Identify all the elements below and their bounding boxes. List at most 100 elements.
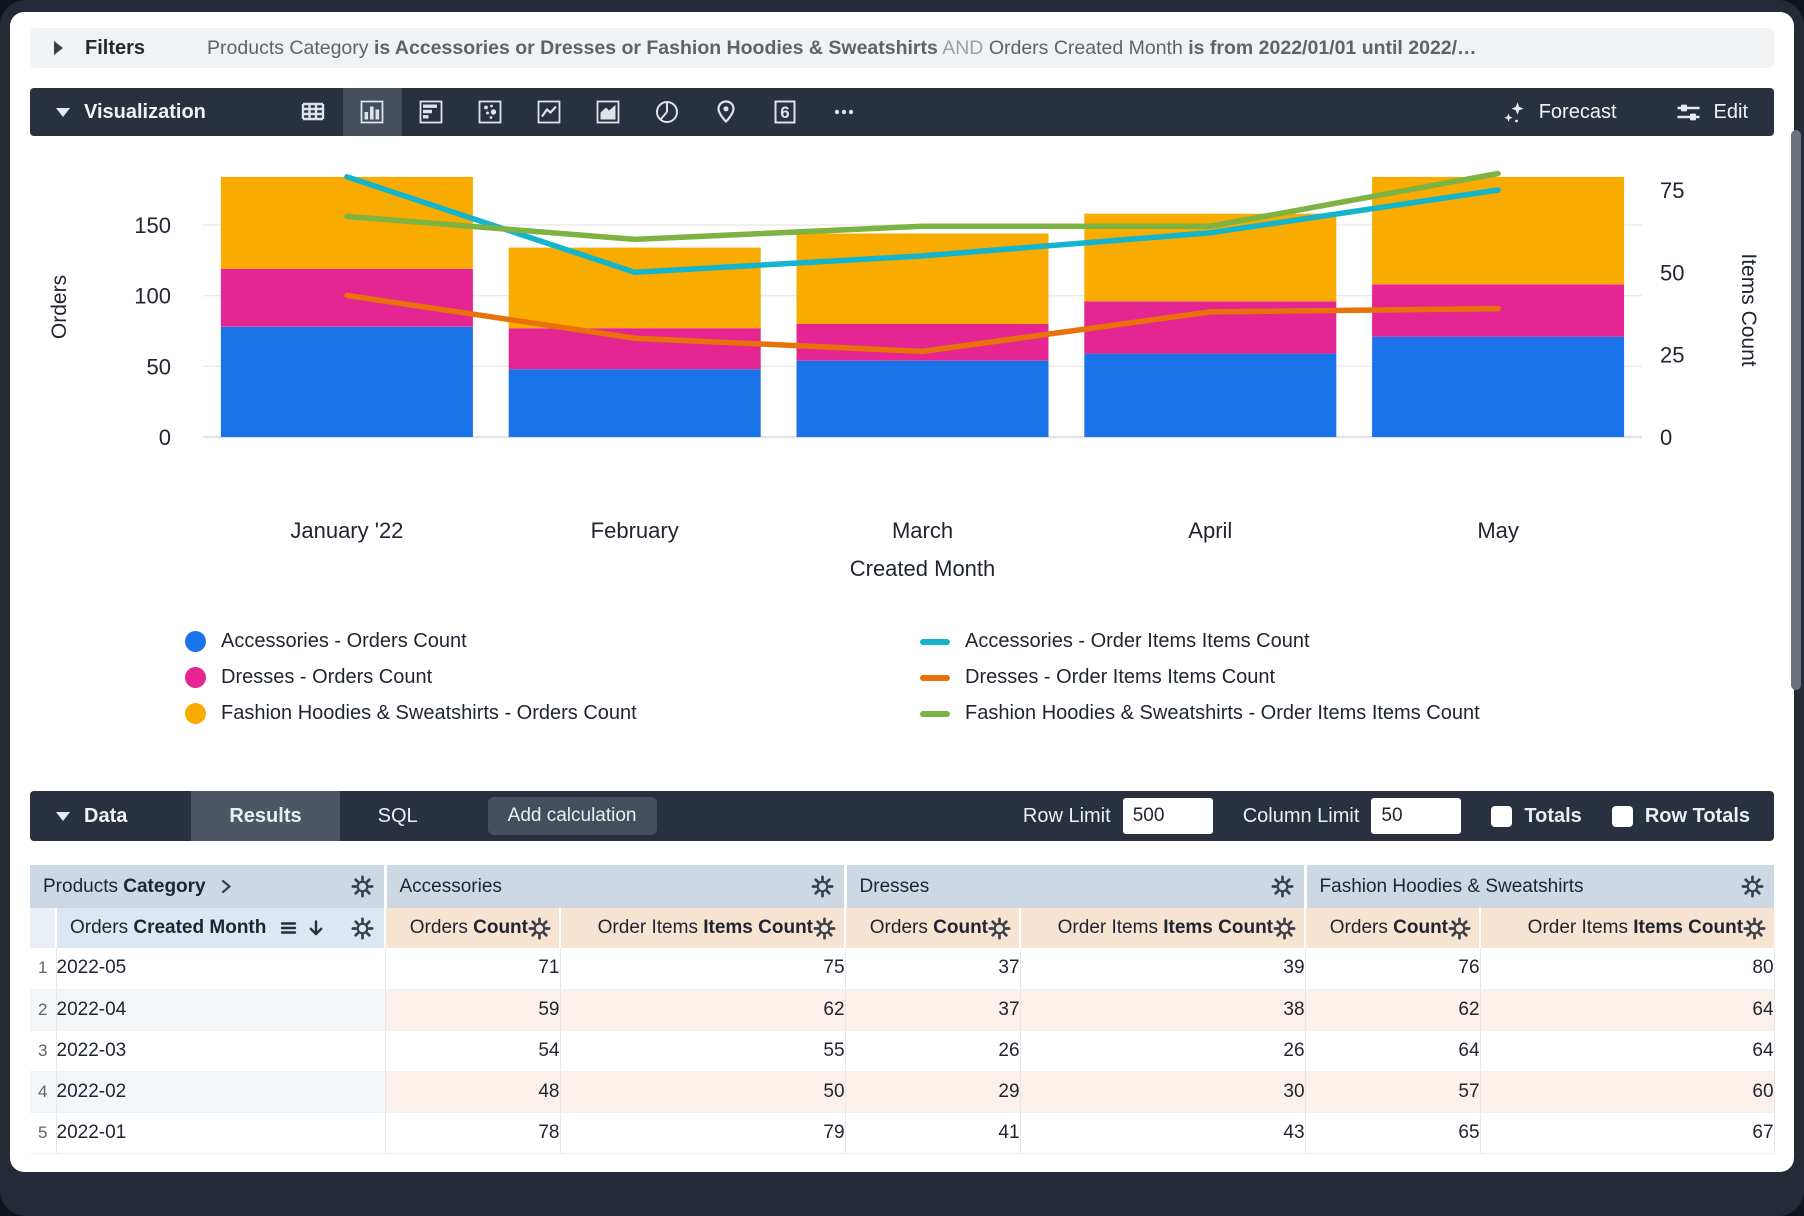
legend-item[interactable]: Accessories - Orders Count bbox=[185, 630, 920, 653]
gear-icon[interactable] bbox=[351, 917, 374, 940]
measure-cell[interactable]: 64 bbox=[1480, 1030, 1775, 1072]
measure-cell[interactable]: 43 bbox=[1020, 1112, 1306, 1154]
legend-item[interactable]: Dresses - Order Items Items Count bbox=[920, 666, 1480, 689]
measure-cell[interactable]: 80 bbox=[1480, 948, 1775, 990]
chart-type-more-button[interactable] bbox=[815, 88, 874, 136]
dimension-cell[interactable]: 2022-03 bbox=[56, 1030, 386, 1072]
line-series[interactable] bbox=[344, 292, 1501, 355]
measure-cell[interactable]: 54 bbox=[385, 1030, 561, 1072]
column-group[interactable]: Dresses bbox=[843, 865, 1306, 908]
measure-cell[interactable]: 67 bbox=[1480, 1112, 1775, 1154]
tab-sql[interactable]: SQL bbox=[377, 804, 418, 827]
measure-cell[interactable]: 75 bbox=[560, 948, 846, 990]
measure-cell[interactable]: 62 bbox=[560, 989, 846, 1031]
row-totals-toggle[interactable]: Row Totals bbox=[1611, 805, 1750, 828]
column-group-products-category[interactable]: Products Category bbox=[30, 865, 385, 908]
expand-filters-icon[interactable] bbox=[54, 41, 63, 55]
bar-segment[interactable] bbox=[508, 328, 761, 370]
column-header-measure[interactable]: Order Items Items Count bbox=[1479, 908, 1775, 948]
column-header-created-month[interactable]: Orders Created Month bbox=[55, 908, 385, 948]
measure-cell[interactable]: 37 bbox=[845, 948, 1021, 990]
measure-cell[interactable]: 29 bbox=[845, 1071, 1021, 1113]
chart-type-area-button[interactable] bbox=[579, 88, 638, 136]
dimension-cell[interactable]: 2022-02 bbox=[56, 1071, 386, 1113]
gear-icon[interactable] bbox=[1448, 917, 1471, 940]
column-header-measure[interactable]: Orders Count bbox=[384, 908, 560, 948]
measure-cell[interactable]: 76 bbox=[1305, 948, 1481, 990]
chart-type-line-button[interactable] bbox=[520, 88, 579, 136]
visualization-section-toggle[interactable]: Visualization bbox=[30, 101, 206, 124]
bar-segment[interactable] bbox=[1084, 353, 1337, 437]
measure-cell[interactable]: 60 bbox=[1480, 1071, 1775, 1113]
measure-cell[interactable]: 64 bbox=[1305, 1030, 1481, 1072]
measure-cell[interactable]: 78 bbox=[385, 1112, 561, 1154]
gear-icon[interactable] bbox=[1743, 917, 1766, 940]
legend-item[interactable]: Fashion Hoodies & Sweatshirts - Order It… bbox=[920, 702, 1480, 725]
tab-results[interactable]: Results bbox=[191, 791, 340, 841]
column-group[interactable]: Accessories bbox=[383, 865, 846, 908]
column-limit-input[interactable] bbox=[1371, 798, 1462, 834]
chart-type-scatter-button[interactable] bbox=[461, 88, 520, 136]
edit-button[interactable]: Edit bbox=[1675, 99, 1748, 126]
totals-checkbox[interactable] bbox=[1491, 805, 1513, 827]
totals-toggle[interactable]: Totals bbox=[1491, 805, 1582, 828]
vertical-scrollbar[interactable] bbox=[1791, 130, 1801, 690]
gear-icon[interactable] bbox=[1273, 917, 1296, 940]
column-header-measure[interactable]: Orders Count bbox=[1304, 908, 1481, 948]
measure-cell[interactable]: 38 bbox=[1020, 989, 1306, 1031]
gear-icon[interactable] bbox=[813, 917, 836, 940]
measure-cell[interactable]: 26 bbox=[1020, 1030, 1306, 1072]
measure-cell[interactable]: 79 bbox=[560, 1112, 846, 1154]
gear-icon[interactable] bbox=[528, 917, 551, 940]
measure-cell[interactable]: 41 bbox=[845, 1112, 1021, 1154]
bar-segment[interactable] bbox=[508, 247, 761, 329]
measure-cell[interactable]: 71 bbox=[385, 948, 561, 990]
chart-type-map-button[interactable] bbox=[697, 88, 756, 136]
gear-icon[interactable] bbox=[811, 875, 834, 898]
column-header-measure[interactable]: Order Items Items Count bbox=[558, 908, 846, 948]
filters-bar[interactable]: Filters Products Category is Accessories… bbox=[30, 28, 1774, 68]
line-series[interactable] bbox=[344, 170, 1501, 243]
measure-cell[interactable]: 57 bbox=[1305, 1071, 1481, 1113]
measure-cell[interactable]: 62 bbox=[1305, 989, 1481, 1031]
bar-segment[interactable] bbox=[508, 369, 761, 437]
gear-icon[interactable] bbox=[1741, 875, 1764, 898]
bar-segment[interactable] bbox=[796, 323, 1049, 361]
measure-cell[interactable]: 64 bbox=[1480, 989, 1775, 1031]
legend-item[interactable]: Accessories - Order Items Items Count bbox=[920, 630, 1480, 653]
dimension-cell[interactable]: 2022-04 bbox=[56, 989, 386, 1031]
forecast-button[interactable]: Forecast bbox=[1500, 99, 1617, 126]
sort-list-icon[interactable] bbox=[278, 918, 298, 938]
measure-cell[interactable]: 30 bbox=[1020, 1071, 1306, 1113]
sort-desc-arrow-icon[interactable] bbox=[306, 918, 326, 938]
chevron-right-icon[interactable] bbox=[216, 877, 235, 896]
dimension-cell[interactable]: 2022-01 bbox=[56, 1112, 386, 1154]
column-header-measure[interactable]: Order Items Items Count bbox=[1019, 908, 1306, 948]
bar-segment[interactable] bbox=[1372, 336, 1625, 437]
measure-cell[interactable]: 50 bbox=[560, 1071, 846, 1113]
bar-segment[interactable] bbox=[796, 360, 1049, 437]
measure-cell[interactable]: 26 bbox=[845, 1030, 1021, 1072]
bar-segment[interactable] bbox=[1372, 176, 1625, 285]
measure-cell[interactable]: 39 bbox=[1020, 948, 1306, 990]
row-limit-input[interactable] bbox=[1122, 798, 1213, 834]
measure-cell[interactable]: 55 bbox=[560, 1030, 846, 1072]
measure-cell[interactable]: 37 bbox=[845, 989, 1021, 1031]
gear-icon[interactable] bbox=[1271, 875, 1294, 898]
line-series[interactable] bbox=[344, 174, 1501, 276]
chart-type-column-button[interactable] bbox=[342, 88, 402, 136]
row-totals-checkbox[interactable] bbox=[1611, 805, 1633, 827]
legend-item[interactable]: Fashion Hoodies & Sweatshirts - Orders C… bbox=[185, 702, 920, 725]
gear-icon[interactable] bbox=[988, 917, 1011, 940]
dimension-cell[interactable]: 2022-05 bbox=[56, 948, 386, 990]
chart-type-table-button[interactable] bbox=[284, 88, 343, 136]
legend-item[interactable]: Dresses - Orders Count bbox=[185, 666, 920, 689]
gear-icon[interactable] bbox=[351, 875, 374, 898]
measure-cell[interactable]: 59 bbox=[385, 989, 561, 1031]
chart-type-single-value-button[interactable]: 6 bbox=[756, 88, 815, 136]
chart-type-bar-button[interactable] bbox=[402, 88, 461, 136]
measure-cell[interactable]: 48 bbox=[385, 1071, 561, 1113]
bar-segment[interactable] bbox=[220, 326, 473, 437]
column-group[interactable]: Fashion Hoodies & Sweatshirts bbox=[1303, 865, 1775, 908]
chart-type-pie-button[interactable] bbox=[638, 88, 697, 136]
